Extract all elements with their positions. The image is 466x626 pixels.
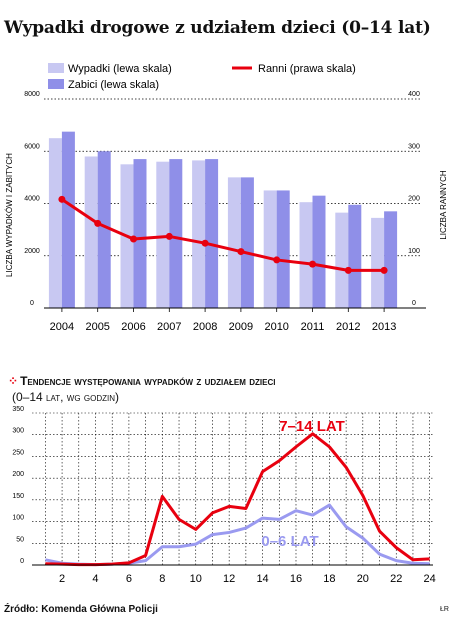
y-tick-label: 250 [12,449,24,456]
y-tick-label: 350 [12,406,24,413]
right-tick-label: 0 [412,300,416,307]
bar-wypadki [335,212,349,308]
x-tick-label: 2 [59,573,65,585]
ranni-point [344,266,352,274]
legend-label-wypadki: Wypadki (lewa skala) [68,63,172,75]
x-tick-label: 2009 [229,321,253,333]
bar-zabici [205,159,219,308]
series-older-line [45,432,430,567]
right-tick-label: 100 [408,248,420,255]
x-tick-label: 2004 [50,321,74,333]
bar-wypadki [371,217,385,308]
y-tick-label: 50 [16,536,24,543]
bar-zabici [97,151,111,308]
x-tick-label: 22 [390,573,402,585]
bar-wypadki [263,190,277,308]
x-tick-label: 24 [424,573,436,585]
legend-swatch-wypadki [48,63,64,73]
left-tick-label: 8000 [24,91,40,98]
bar-wypadki [84,156,98,308]
x-tick-label: 2013 [372,321,396,333]
left-tick-label: 2000 [24,248,40,255]
right-tick-label: 300 [408,143,420,150]
y-tick-label: 0 [20,558,24,565]
y-tick-label: 300 [12,428,24,435]
x-tick-label: 2007 [157,321,181,333]
x-tick-label: 2010 [264,321,288,333]
ranni-point [130,235,137,243]
legend-swatch-zabici [48,79,64,89]
accidents-chart: Wypadki (lewa skala) Zabici (lewa skala)… [5,63,448,333]
x-tick-label: 2008 [193,321,217,333]
ranni-point [273,256,281,264]
bar-zabici [348,204,362,308]
left-tick-label: 6000 [24,143,40,150]
x-tick-label: 2006 [121,321,145,333]
right-tick-label: 400 [408,91,420,98]
bar-zabici [276,190,290,308]
legend-label-zabici: Zabici (lewa skala) [68,79,159,91]
left-tick-label: 0 [30,300,34,307]
bullet-icon: ⁘ [8,374,19,388]
x-tick-label: 18 [323,573,335,585]
ranni-point [309,260,316,268]
y-tick-label: 150 [12,493,24,500]
x-tick-label: 4 [92,573,98,585]
chart2-subtitle: (0–14 lat, wg godzin) [12,390,119,404]
bar-zabici [133,159,147,308]
x-tick-label: 20 [357,573,369,585]
y-tick-label: 200 [12,471,24,478]
left-axis-label: LICZBA WYPADKÓW I ZABITYCH [5,153,14,277]
x-tick-label: 14 [256,573,268,585]
left-tick-label: 4000 [24,196,40,203]
x-tick-label: 12 [223,573,235,585]
x-tick-label: 6 [126,573,132,585]
x-tick-label: 16 [290,573,302,585]
ranni-point [94,219,102,227]
legend-label-ranni: Ranni (prawa skala) [258,63,356,75]
x-tick-label: 10 [190,573,202,585]
bar-zabici [312,195,326,308]
ranni-point [201,239,209,247]
ranni-point [165,232,173,240]
right-axis-label: LICZBA RANNYCH [439,170,448,240]
x-tick-label: 2005 [85,321,109,333]
bar-zabici [384,211,398,308]
bar-wypadki [192,160,206,308]
y-tick-label: 100 [12,515,24,522]
right-tick-label: 200 [408,196,420,203]
bar-wypadki [48,138,62,308]
source-note: Źródło: Komenda Główna Policji [4,604,158,615]
ranni-point [237,248,245,256]
ranni-point [58,195,66,203]
author-credit: ŁR [440,606,449,613]
x-tick-label: 2012 [336,321,360,333]
x-tick-label: 2011 [301,321,325,333]
bar-zabici [240,177,254,308]
bar-wypadki [299,202,313,308]
chart2-title: Tendencje występowania wypadków z udział… [20,374,276,388]
bar-wypadki [227,177,241,308]
ranni-line [61,198,385,272]
ranni-point [380,266,388,274]
legend: Wypadki (lewa skala) Zabici (lewa skala)… [48,63,356,91]
series-younger-label: 0–6 LAT [261,533,318,550]
bar-zabici [61,131,75,308]
bar-wypadki [156,161,170,308]
bar-zabici [169,159,183,308]
page-title: Wypadki drogowe z udziałem dzieci (0–14 … [4,18,431,38]
x-tick-label: 8 [159,573,165,585]
series-older-label: 7–14 LAT [279,418,345,435]
